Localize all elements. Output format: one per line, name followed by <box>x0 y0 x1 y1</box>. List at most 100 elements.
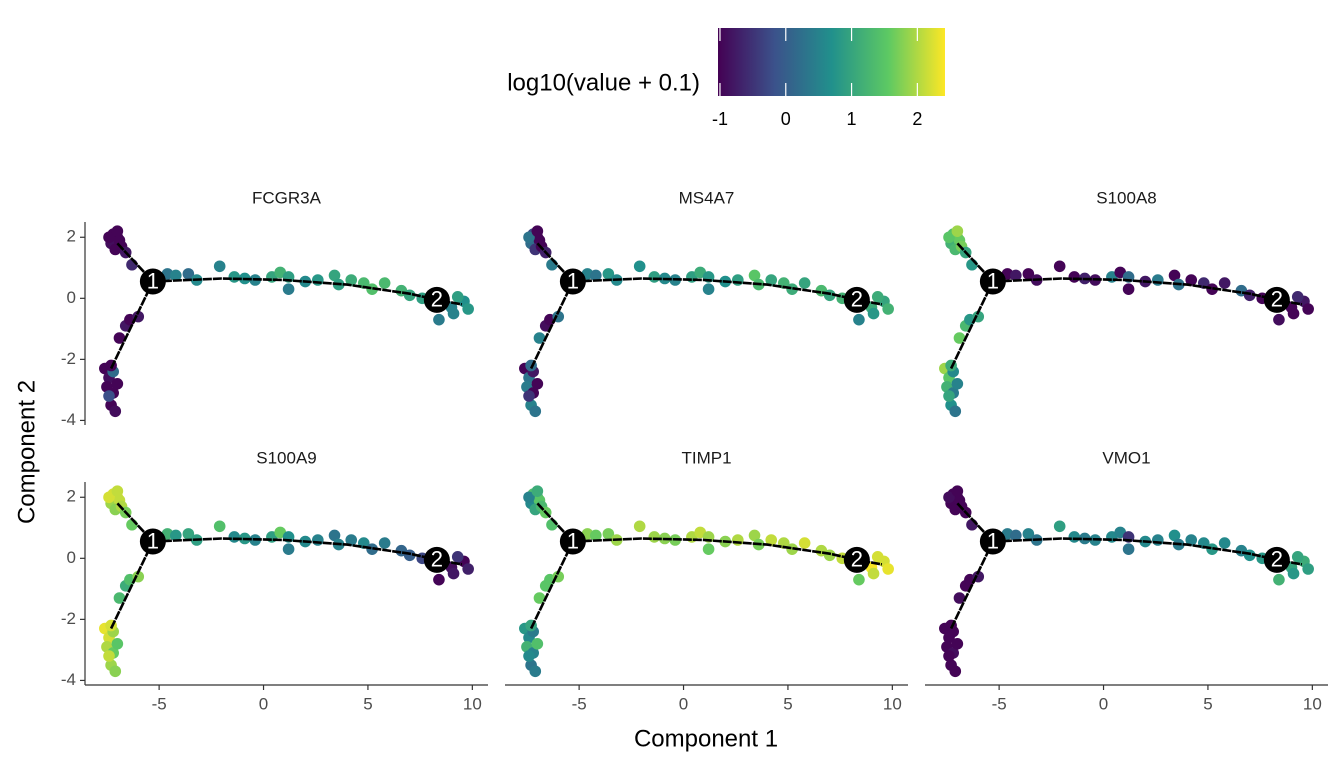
x-tick-label: 10 <box>1303 694 1322 713</box>
point <box>1122 283 1135 295</box>
branch-point <box>423 546 450 573</box>
point <box>853 573 865 586</box>
point <box>867 307 880 320</box>
trajectory <box>529 242 883 370</box>
x-tick-label: -5 <box>572 694 587 713</box>
point <box>949 405 962 418</box>
point <box>953 592 966 604</box>
point <box>1010 529 1022 542</box>
trajectory <box>109 242 463 370</box>
point <box>366 543 378 555</box>
point <box>523 390 535 402</box>
point <box>1287 567 1300 580</box>
point <box>1218 537 1231 549</box>
point <box>732 274 744 286</box>
branch-point <box>559 528 586 555</box>
point <box>702 283 715 295</box>
y-axis-title: Component 2 <box>13 380 40 524</box>
branch-label: 1 <box>987 268 999 293</box>
point <box>1218 277 1231 289</box>
point <box>345 534 358 546</box>
y-tick-label: -2 <box>61 349 76 368</box>
point <box>1068 271 1081 283</box>
point <box>1022 268 1035 280</box>
y-tick-label: 0 <box>67 548 76 567</box>
trajectory <box>949 502 1303 630</box>
point <box>732 534 744 546</box>
branch-point <box>559 268 586 295</box>
point <box>523 650 535 662</box>
point <box>111 485 124 497</box>
point <box>433 313 445 326</box>
x-tick-label: 10 <box>883 694 902 713</box>
point <box>529 405 542 418</box>
point <box>228 271 241 283</box>
point <box>103 491 115 504</box>
point <box>951 637 964 650</box>
y-tick-label: 2 <box>67 227 76 246</box>
point <box>951 377 964 390</box>
branch-label: 2 <box>1271 287 1283 312</box>
point <box>312 274 324 286</box>
colorbar <box>718 28 945 96</box>
point <box>378 537 391 549</box>
branch-point <box>979 268 1006 295</box>
branch-label: 2 <box>431 547 443 572</box>
point <box>949 665 962 678</box>
point <box>1152 534 1164 546</box>
trajectory <box>109 502 463 630</box>
point <box>1291 290 1304 303</box>
y-tick-label: -2 <box>61 609 76 628</box>
point <box>951 225 964 237</box>
strip-title: VMO1 <box>1102 448 1150 467</box>
point <box>943 650 955 662</box>
trajectory <box>949 242 1303 370</box>
point <box>1122 543 1135 555</box>
point <box>1302 303 1314 315</box>
point <box>602 528 615 540</box>
point <box>765 274 778 286</box>
point <box>1010 269 1022 282</box>
strip-title: S100A9 <box>256 448 317 467</box>
point <box>1168 269 1181 282</box>
branch-point <box>423 286 450 313</box>
x-tick-label: 5 <box>1203 694 1212 713</box>
x-axis-title: Component 1 <box>634 725 778 752</box>
point <box>213 260 226 273</box>
branch-label: 1 <box>567 528 579 553</box>
point <box>462 563 474 575</box>
x-tick-label: -5 <box>152 694 167 713</box>
x-tick-label: 0 <box>259 694 268 713</box>
point <box>103 650 115 662</box>
point <box>328 529 341 542</box>
point <box>1291 550 1304 563</box>
point <box>1206 283 1218 295</box>
point <box>633 520 646 533</box>
point <box>1053 260 1066 273</box>
point <box>433 573 445 586</box>
point <box>109 405 122 418</box>
point <box>111 377 124 390</box>
point <box>533 332 546 344</box>
x-tick-label: 0 <box>1099 694 1108 713</box>
point <box>1168 529 1181 542</box>
point <box>748 269 761 282</box>
point <box>786 543 798 555</box>
point <box>867 567 880 580</box>
x-tick-label: 0 <box>679 694 688 713</box>
point <box>451 290 464 303</box>
branch-point <box>139 268 166 295</box>
y-tick-label: 2 <box>67 487 76 506</box>
y-tick-label: -4 <box>61 670 76 689</box>
strip-title: MS4A7 <box>679 188 735 207</box>
branch-label: 1 <box>147 268 159 293</box>
point <box>765 534 778 546</box>
point <box>529 665 542 678</box>
colorbar-tick-label: 2 <box>912 109 922 129</box>
branch-label: 2 <box>851 287 863 312</box>
branch-point <box>1263 286 1290 313</box>
point <box>451 550 464 563</box>
branch-label: 1 <box>987 528 999 553</box>
point <box>345 274 358 286</box>
point <box>103 231 115 244</box>
